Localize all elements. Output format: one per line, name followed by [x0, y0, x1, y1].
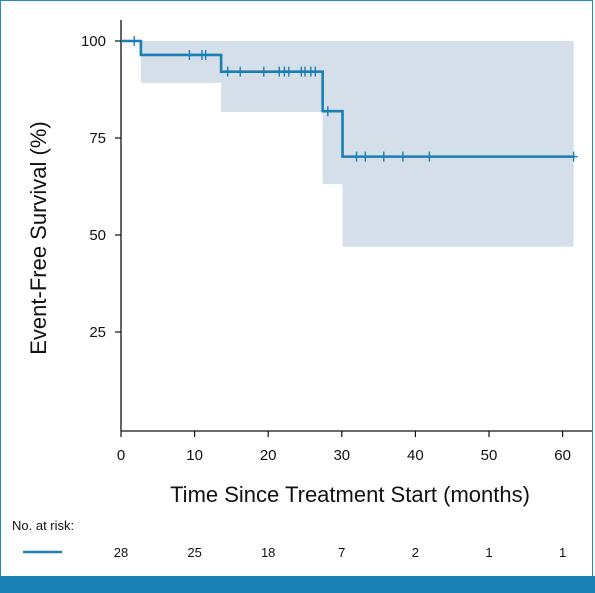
- y-tick-label: 100: [81, 33, 106, 50]
- x-tick-label: 30: [333, 447, 350, 464]
- risk-table-value: 18: [261, 545, 275, 560]
- censor-mark: [323, 106, 332, 117]
- x-tick-label: 0: [117, 447, 125, 464]
- tick-layer: 0 10 20 30 40 50 60 25 50 75 100: [81, 33, 571, 464]
- bottom-color-bar: [0, 576, 595, 593]
- risk-table-label: No. at risk:: [12, 518, 74, 533]
- censor-mark: [352, 151, 361, 162]
- x-tick-label: 10: [186, 447, 203, 464]
- censor-mark: [284, 66, 293, 77]
- censor-mark: [259, 66, 268, 77]
- risk-table-value: 28: [114, 545, 128, 560]
- survival-curve: [121, 39, 574, 158]
- x-tick-label: 50: [481, 447, 498, 464]
- confidence-band: [140, 41, 574, 247]
- censor-mark: [398, 151, 407, 162]
- censor-mark: [311, 66, 320, 77]
- censor-mark: [185, 49, 194, 60]
- censor-mark: [425, 151, 434, 162]
- y-tick-label: 75: [89, 130, 106, 147]
- y-tick-label: 25: [89, 324, 106, 341]
- risk-table-value: 25: [187, 545, 201, 560]
- risk-table-value: 2: [412, 545, 419, 560]
- censor-mark: [569, 151, 578, 162]
- confidence-band-layer: [140, 41, 574, 247]
- censor-mark: [201, 49, 210, 60]
- risk-table-values: 28 25 18 7 2 1 1: [114, 545, 566, 560]
- censor-mark: [361, 151, 370, 162]
- x-tick-label: 20: [260, 447, 277, 464]
- axes-layer: [120, 20, 592, 432]
- x-axis-title: Time Since Treatment Start (months): [170, 482, 530, 507]
- survival-curve-layer: [121, 39, 574, 158]
- y-axis-title: Event-Free Survival (%): [26, 121, 51, 355]
- risk-table-value: 1: [559, 545, 566, 560]
- censor-mark: [223, 66, 232, 77]
- censor-mark: [236, 66, 245, 77]
- x-tick-label: 60: [554, 447, 571, 464]
- x-tick-label: 40: [407, 447, 424, 464]
- risk-table-value: 7: [338, 545, 345, 560]
- y-tick-label: 50: [89, 227, 106, 244]
- censor-mark-layer: [130, 36, 578, 162]
- risk-table-value: 1: [485, 545, 492, 560]
- censor-mark: [130, 36, 139, 46]
- censor-mark: [379, 151, 388, 162]
